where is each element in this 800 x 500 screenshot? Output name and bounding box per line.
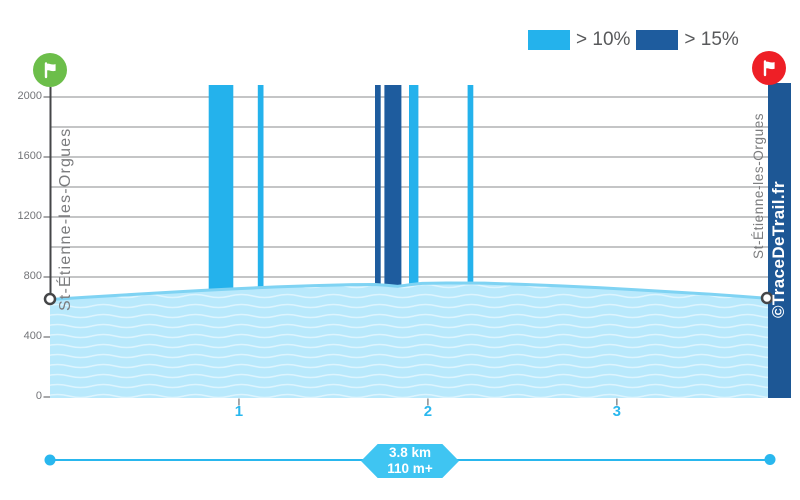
y-axis-label: 2000: [17, 90, 42, 102]
x-axis-label: 1: [234, 403, 244, 420]
finish-location-label: St-Étienne-les-Orgues: [751, 112, 766, 259]
legend-item-10pct: > 10%: [528, 30, 630, 50]
start-location-label: St-Étienne-les-Orgues: [57, 127, 74, 312]
watermark-text: ©TraceDeTrail.fr: [769, 180, 788, 318]
x-ticks: [238, 398, 618, 406]
legend-label-15pct: > 15%: [684, 29, 739, 50]
finish-point: [760, 291, 774, 305]
steep-bar: [208, 85, 234, 300]
legend-swatch-15pct: [636, 30, 679, 50]
steep-bar: [375, 85, 381, 295]
elevation-area: [49, 281, 769, 398]
steep-bar: [409, 85, 419, 295]
legend-label-10pct: > 10%: [576, 29, 631, 50]
legend-swatch-10pct: [528, 30, 570, 50]
y-axis-label: 800: [23, 270, 42, 282]
flag-glyph: [763, 60, 775, 77]
start-point: [43, 292, 57, 306]
finish-flag-icon: [752, 51, 786, 85]
y-axis-label: 0: [35, 390, 42, 402]
y-ticks: [43, 96, 50, 398]
badge-elevation-gain: 110 m+: [387, 461, 433, 476]
x-axis-label: 3: [612, 403, 621, 420]
start-flag-icon: [33, 53, 67, 87]
watermark-bar: [768, 83, 791, 398]
steep-bar: [467, 85, 474, 294]
distance-elevation-badge: 3.8 km 110 m+: [361, 444, 459, 478]
steep-sections: [208, 85, 474, 300]
flag-glyph: [44, 62, 56, 79]
y-axis-label: 400: [23, 330, 42, 342]
gradient-legend: > 10% > 15%: [528, 30, 739, 50]
x-axis-label: 2: [423, 403, 433, 420]
steep-bar: [257, 85, 264, 298]
y-axis-label: 1600: [17, 150, 42, 162]
steep-bar: [384, 85, 402, 296]
y-axis-label: 1200: [17, 210, 42, 222]
route-markers: [43, 87, 774, 306]
badge-distance: 3.8 km: [388, 445, 432, 460]
legend-item-15pct: > 15%: [636, 29, 739, 50]
